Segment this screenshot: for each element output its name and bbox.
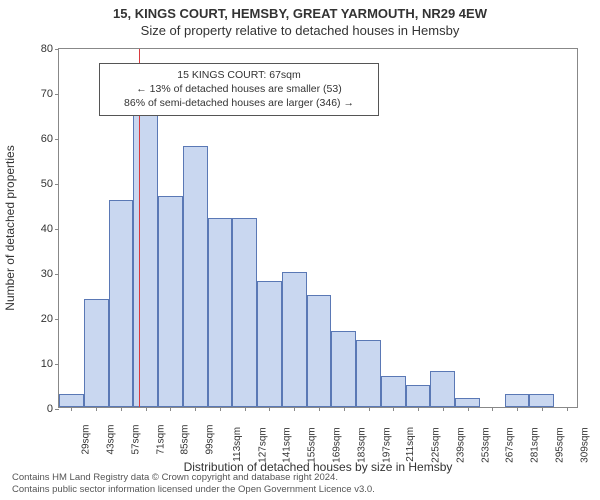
histogram-bar bbox=[158, 196, 183, 408]
x-tick-label: 267sqm bbox=[505, 427, 516, 463]
annotation-line3: 86% of semi-detached houses are larger (… bbox=[106, 96, 372, 110]
histogram-bar bbox=[430, 371, 455, 407]
y-tick-label: 60 bbox=[29, 133, 53, 145]
plot-region: 0102030405060708029sqm43sqm57sqm71sqm85s… bbox=[58, 48, 578, 408]
x-tick-label: 29sqm bbox=[81, 425, 92, 455]
chart-subtitle: Size of property relative to detached ho… bbox=[0, 21, 600, 38]
x-tick-label: 57sqm bbox=[130, 425, 141, 455]
y-axis-label: Number of detached properties bbox=[3, 145, 17, 310]
histogram-bar bbox=[529, 394, 554, 408]
x-tick-label: 127sqm bbox=[257, 427, 268, 463]
footer-attribution: Contains HM Land Registry data © Crown c… bbox=[12, 472, 375, 496]
x-tick-label: 99sqm bbox=[205, 425, 216, 455]
footer-line2: Contains public sector information licen… bbox=[12, 484, 375, 496]
histogram-bar bbox=[208, 218, 233, 407]
histogram-bar bbox=[59, 394, 84, 408]
histogram-bar bbox=[84, 299, 109, 407]
footer-line1: Contains HM Land Registry data © Crown c… bbox=[12, 472, 375, 484]
y-tick-label: 20 bbox=[29, 313, 53, 325]
histogram-bar bbox=[282, 272, 307, 407]
histogram-bar bbox=[232, 218, 257, 407]
x-tick-label: 295sqm bbox=[554, 427, 565, 463]
annotation-box: 15 KINGS COURT: 67sqm← 13% of detached h… bbox=[99, 63, 379, 116]
histogram-bar bbox=[406, 385, 431, 408]
x-tick-label: 113sqm bbox=[232, 427, 243, 462]
x-tick-label: 309sqm bbox=[579, 427, 590, 463]
y-tick-label: 40 bbox=[29, 223, 53, 235]
x-tick-label: 85sqm bbox=[180, 425, 191, 455]
histogram-bar bbox=[109, 200, 134, 407]
x-tick-label: 169sqm bbox=[331, 427, 342, 463]
x-tick-label: 281sqm bbox=[529, 427, 540, 463]
y-tick-label: 50 bbox=[29, 178, 53, 190]
annotation-line2: ← 13% of detached houses are smaller (53… bbox=[106, 82, 372, 96]
x-tick-label: 211sqm bbox=[405, 427, 416, 462]
y-tick-label: 0 bbox=[29, 403, 53, 415]
y-tick-label: 80 bbox=[29, 43, 53, 55]
x-tick-label: 253sqm bbox=[480, 427, 491, 463]
histogram-bar bbox=[356, 340, 381, 408]
histogram-bar bbox=[381, 376, 406, 408]
x-tick-label: 183sqm bbox=[356, 427, 367, 463]
chart-area: Number of detached properties 0102030405… bbox=[58, 48, 578, 408]
annotation-line1: 15 KINGS COURT: 67sqm bbox=[106, 68, 372, 82]
histogram-bar bbox=[307, 295, 332, 408]
x-tick-label: 43sqm bbox=[106, 425, 117, 455]
x-tick-label: 197sqm bbox=[381, 427, 392, 463]
x-tick-label: 225sqm bbox=[430, 427, 441, 463]
histogram-bar bbox=[455, 398, 480, 407]
x-tick-label: 141sqm bbox=[282, 427, 293, 463]
chart-title-address: 15, KINGS COURT, HEMSBY, GREAT YARMOUTH,… bbox=[0, 0, 600, 21]
x-tick-label: 239sqm bbox=[455, 427, 466, 463]
x-tick-label: 71sqm bbox=[155, 425, 166, 455]
histogram-bar bbox=[257, 281, 282, 407]
y-tick-label: 30 bbox=[29, 268, 53, 280]
y-tick-label: 10 bbox=[29, 358, 53, 370]
x-tick-label: 155sqm bbox=[307, 427, 318, 463]
histogram-bar bbox=[183, 146, 208, 407]
histogram-bar bbox=[133, 101, 158, 407]
histogram-bar bbox=[331, 331, 356, 408]
y-tick-label: 70 bbox=[29, 88, 53, 100]
histogram-bar bbox=[505, 394, 530, 408]
